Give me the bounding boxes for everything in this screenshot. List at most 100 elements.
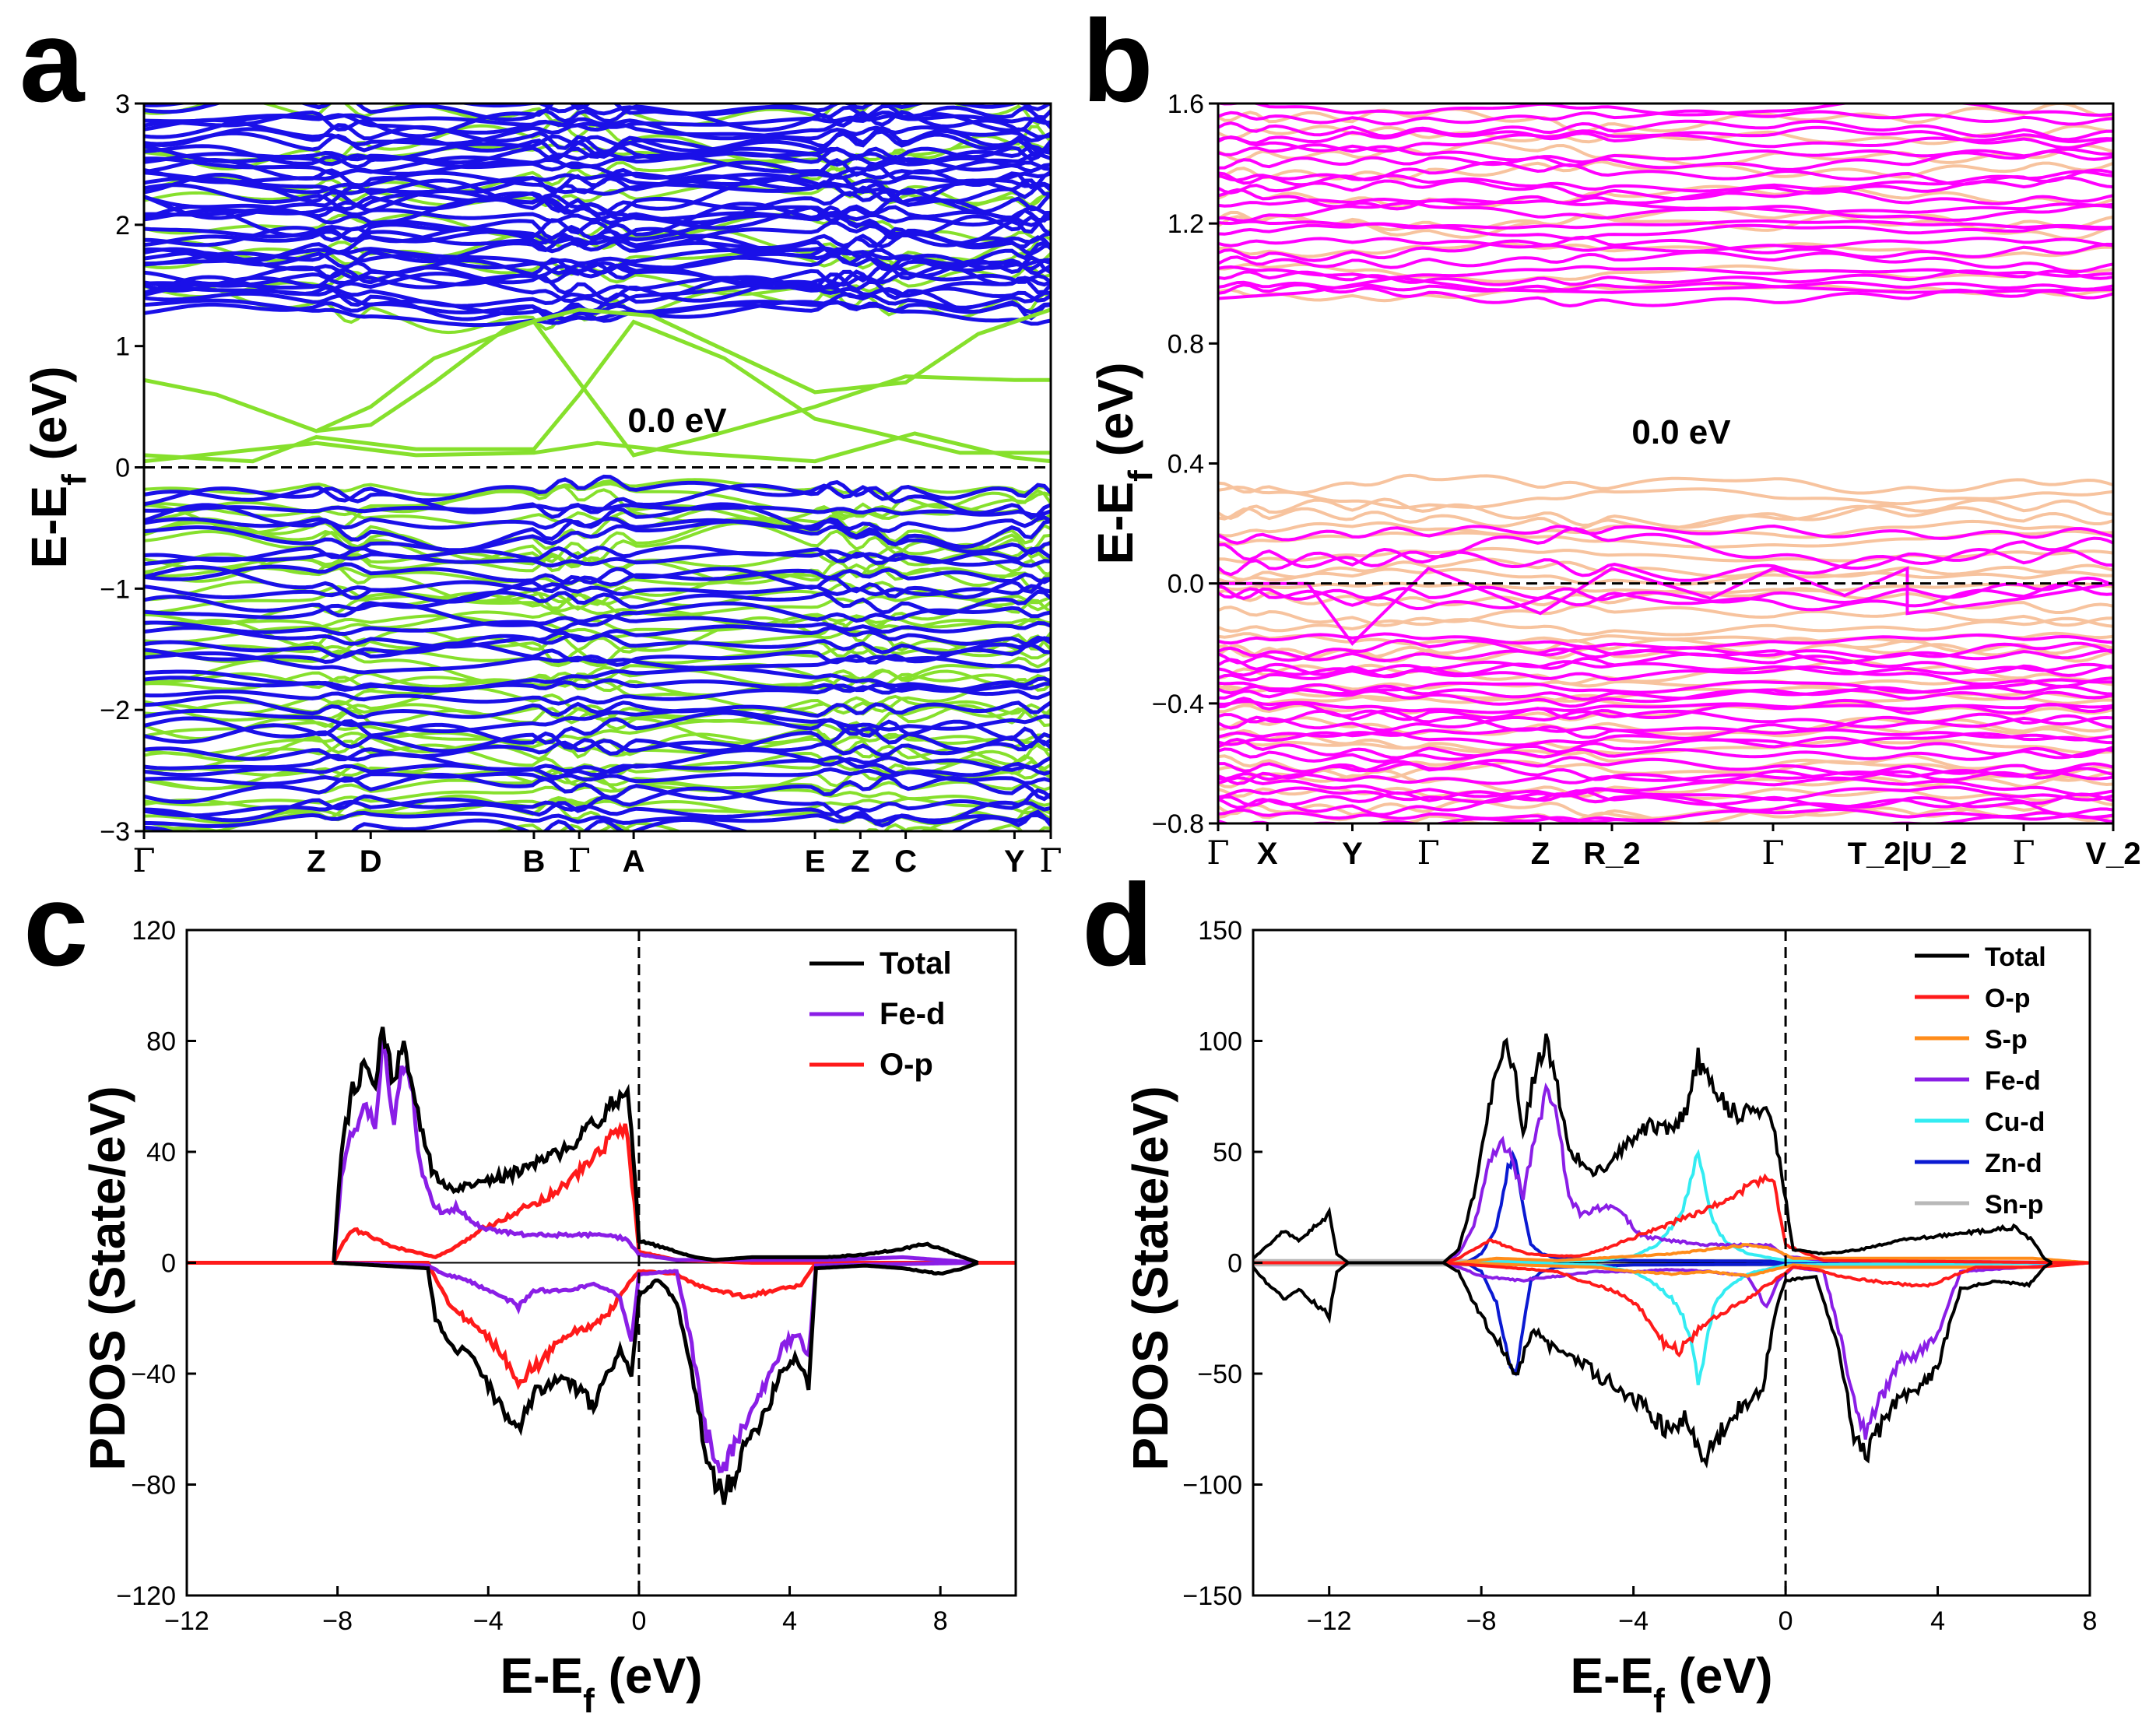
legend-label-Cu-d: Cu-d [1985, 1107, 2045, 1137]
kpoint-label: R_2 [1583, 837, 1640, 871]
x-tick-label: −4 [1618, 1606, 1649, 1636]
y-tick-label: 150 [1198, 916, 1242, 946]
y-tick-label: −120 [116, 1581, 176, 1611]
spin-down-band [144, 601, 1051, 634]
kpoint-label: B [523, 844, 546, 879]
spin-up-band [144, 796, 1051, 818]
spin-down-band [1218, 814, 2113, 823]
pdos-O-p-down [1253, 1261, 2090, 1358]
spin-down-band [1218, 219, 2113, 230]
spin-down-band [144, 580, 1051, 600]
x-tick-label: −12 [164, 1606, 209, 1636]
kpoint-label: Γ [568, 841, 591, 879]
spin-down-band [144, 246, 1051, 268]
y-tick-label: −100 [1182, 1471, 1242, 1501]
pdos-Cu-d-up [1253, 1149, 2090, 1265]
legend-label-Total: Total [880, 946, 952, 981]
spin-down-band [1218, 735, 2113, 760]
spin-up-band [144, 616, 1051, 667]
y-tick-label: 3 [115, 90, 130, 119]
spin-down-band [144, 666, 1051, 692]
pdos-O-p-up [187, 1121, 1016, 1265]
spin-down-band [1218, 776, 2113, 799]
y-tick-label: 0 [1227, 1249, 1242, 1279]
spin-up-band [144, 665, 1051, 691]
spin-down-band [1218, 188, 2113, 211]
x-tick-label: −8 [322, 1606, 353, 1636]
y-tick-label: −3 [100, 817, 130, 847]
pdos-Cu-d-down [1253, 1261, 2090, 1385]
kpoint-label: Z [1531, 837, 1550, 871]
spin-up-band [144, 591, 1051, 617]
kpoint-label: X [1257, 837, 1278, 871]
spin-down-band [1218, 119, 2113, 142]
spin-down-band [1218, 125, 2113, 149]
spin-down-band [1218, 769, 2113, 785]
band-lines [1218, 104, 2113, 823]
x-tick-label: −4 [473, 1606, 504, 1636]
panel-label: d [1082, 859, 1153, 990]
spin-up-band [1218, 262, 2113, 283]
spin-down-band [1218, 747, 2113, 763]
spin-down-band [144, 755, 1051, 778]
y-tick-label: 120 [132, 916, 176, 946]
legend-label-O-p: O-p [1985, 984, 2031, 1013]
spin-down-band [1218, 524, 2113, 545]
kpoint-label: Γ [1761, 834, 1784, 872]
spin-up-band [1218, 616, 2113, 637]
y-axis-label: PDOS (State/eV) [79, 1086, 135, 1470]
spin-up-band [144, 719, 1051, 746]
y-axis-label: E-Ef (eV) [1087, 362, 1160, 564]
spin-down-band [1218, 725, 2113, 742]
x-tick-label: −8 [1466, 1606, 1497, 1636]
spin-down-band [144, 129, 1051, 159]
x-tick-label: 4 [782, 1606, 797, 1636]
pdos-Fe-d-up [332, 1027, 978, 1265]
spin-down-band [144, 786, 1051, 828]
spin-down-band [144, 172, 1051, 216]
kpoint-label: Y [1004, 844, 1025, 879]
pdos-O-p-down [187, 1261, 1016, 1391]
kpoint-label: A [623, 844, 645, 879]
spin-down-band [144, 651, 1051, 675]
spin-down-band [1218, 639, 2113, 665]
y-tick-label: −40 [131, 1360, 176, 1389]
legend-label-S-p: S-p [1985, 1025, 2028, 1055]
spin-down-band [144, 748, 1051, 779]
spin-down-band [144, 545, 1051, 565]
pdos-O-p-up [1253, 1173, 2090, 1265]
y-tick-label: −150 [1182, 1581, 1242, 1611]
kpoint-label: C [894, 844, 917, 879]
spin-down-band [144, 202, 1051, 245]
y-tick-label: 1.6 [1168, 90, 1204, 119]
spin-down-band [144, 503, 1051, 518]
spin-down-band [144, 711, 1051, 753]
spin-down-band [144, 589, 1051, 618]
pdos-Total-down [1253, 1261, 2053, 1469]
kpoint-label: V_2 [2085, 837, 2140, 871]
y-tick-label: −1 [100, 574, 130, 604]
y-tick-label: 0.4 [1168, 450, 1204, 479]
kpoint-label: E [805, 844, 826, 879]
gap-annotation: 0.0 eV [1631, 413, 1731, 451]
y-tick-label: 0.0 [1168, 570, 1204, 599]
spin-down-band [144, 773, 1051, 805]
panel-label: b [1082, 0, 1153, 126]
spin-down-band [1218, 582, 2113, 612]
pdos-Total-down [333, 1261, 979, 1505]
spin-down-band [144, 549, 1051, 568]
spin-down-band [144, 118, 1051, 147]
spin-down-band [144, 562, 1051, 587]
y-tick-label: 1.2 [1168, 209, 1204, 239]
spin-down-band [144, 134, 1051, 167]
legend-label-Fe-d: Fe-d [880, 997, 945, 1031]
x-axis-label: E-Ef (eV) [500, 1648, 702, 1720]
spin-down-band [1218, 665, 2113, 688]
pdos-Zn-d-up [1253, 1150, 2090, 1265]
spin-up-band [1218, 557, 2113, 581]
y-tick-label: −0.4 [1152, 690, 1204, 719]
spin-down-band [1218, 276, 2113, 300]
gap-annotation: 0.0 eV [627, 402, 727, 440]
spin-down-band [1218, 700, 2113, 714]
